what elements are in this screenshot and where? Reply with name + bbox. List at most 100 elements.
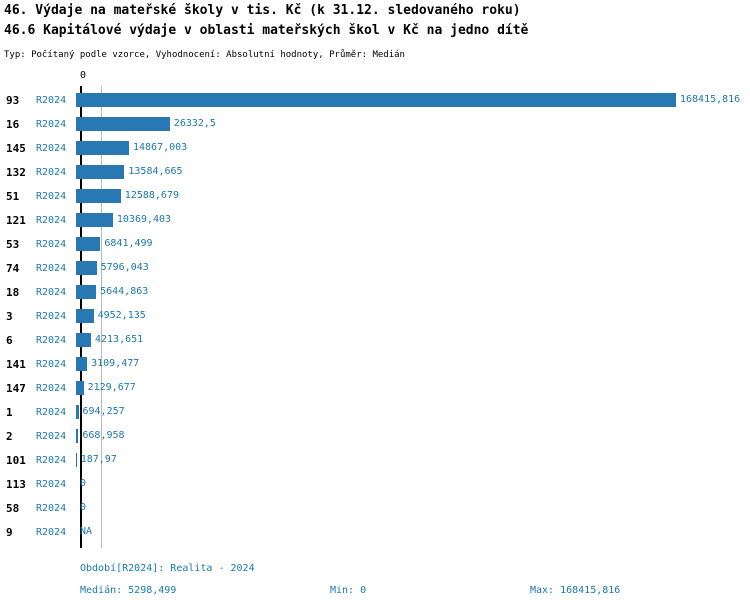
bar[interactable] — [76, 261, 97, 275]
row-period-link[interactable]: R2024 — [36, 118, 67, 130]
bar[interactable] — [76, 381, 84, 395]
bar-value-label: 4952,135 — [97, 310, 146, 321]
bar[interactable] — [76, 285, 97, 299]
bar-value-label: 187,97 — [80, 454, 117, 465]
chart-meta: Typ: Počítaný podle vzorce, Vyhodnocení:… — [4, 50, 405, 60]
median-line — [100, 86, 102, 548]
bar-value-label: 5644,863 — [100, 286, 149, 297]
row-id-label: 121 — [6, 213, 26, 227]
bar-row: 6 R2024 4213,651 — [0, 328, 750, 352]
row-period-link[interactable]: R2024 — [36, 382, 67, 394]
bar[interactable] — [76, 333, 91, 347]
row-period-link[interactable]: R2024 — [36, 142, 67, 154]
bar-value-label: 3109,477 — [91, 358, 140, 369]
row-id-label: 1 — [6, 405, 13, 419]
bar[interactable] — [76, 429, 79, 443]
bar-value-label: 168415,816 — [680, 94, 741, 105]
bar[interactable] — [76, 453, 77, 467]
row-period-link[interactable]: R2024 — [36, 454, 67, 466]
bar-value-label: 0 — [80, 502, 87, 513]
bar-value-label: 14867,003 — [133, 142, 188, 153]
row-period-link[interactable]: R2024 — [36, 94, 67, 106]
bar-row: 147 R2024 2129,677 — [0, 376, 750, 400]
row-id-label: 3 — [6, 309, 13, 323]
bar-row: 132 R2024 13584,665 — [0, 160, 750, 184]
bar-row: 145 R2024 14867,003 — [0, 136, 750, 160]
bar-row: 1 R2024 694,257 — [0, 400, 750, 424]
row-id-label: 18 — [6, 285, 20, 299]
row-id-label: 113 — [6, 477, 26, 491]
row-plot: 668,958 — [76, 424, 750, 448]
row-period-link[interactable]: R2024 — [36, 262, 67, 274]
row-plot: 26332,5 — [76, 112, 750, 136]
bar-row: 101 R2024 187,97 — [0, 448, 750, 472]
bar[interactable] — [76, 141, 129, 155]
row-plot: 0 — [76, 472, 750, 496]
bar[interactable] — [76, 165, 125, 179]
bar-value-label: 6841,499 — [104, 238, 153, 249]
bar-row: 51 R2024 12588,679 — [0, 184, 750, 208]
row-plot: 187,97 — [76, 448, 750, 472]
row-period-link[interactable]: R2024 — [36, 310, 67, 322]
row-id-label: 74 — [6, 261, 20, 275]
row-period-link[interactable]: R2024 — [36, 334, 67, 346]
row-period-link[interactable]: R2024 — [36, 238, 67, 250]
bar[interactable] — [76, 405, 79, 419]
bar[interactable] — [76, 237, 101, 251]
row-period-link[interactable]: R2024 — [36, 190, 67, 202]
bar-row: 113 R2024 0 — [0, 472, 750, 496]
bar-value-label: 12588,679 — [124, 190, 179, 201]
bar-row: 58 R2024 0 — [0, 496, 750, 520]
row-plot: 5644,863 — [76, 280, 750, 304]
row-id-label: 16 — [6, 117, 20, 131]
bar-row: 53 R2024 6841,499 — [0, 232, 750, 256]
row-id-label: 93 — [6, 93, 20, 107]
bar-row: 141 R2024 3109,477 — [0, 352, 750, 376]
row-id-label: 101 — [6, 453, 26, 467]
row-period-link[interactable]: R2024 — [36, 166, 67, 178]
row-id-label: 9 — [6, 525, 13, 539]
x-axis-zero-label: 0 — [80, 70, 87, 81]
row-plot: 694,257 — [76, 400, 750, 424]
bar-value-label: 0 — [80, 478, 87, 489]
max-label: Max: 168415,816 — [530, 585, 621, 596]
bar-value-label: 2129,677 — [87, 382, 136, 393]
row-period-link[interactable]: R2024 — [36, 406, 67, 418]
bar[interactable] — [76, 213, 113, 227]
row-period-link[interactable]: R2024 — [36, 214, 67, 226]
bar-row: 2 R2024 668,958 — [0, 424, 750, 448]
median-label: Medián: 5298,499 — [80, 585, 177, 596]
bar-rows-container: 93 R2024 168415,816 16 R2024 26332,5 145 R2024 1… — [0, 88, 750, 544]
chart-title: 46. Výdaje na mateřské školy v tis. Kč (… — [4, 3, 521, 18]
bar-value-label: NA — [80, 526, 93, 537]
row-period-link[interactable]: R2024 — [36, 286, 67, 298]
row-period-link[interactable]: R2024 — [36, 430, 67, 442]
row-plot: 5796,043 — [76, 256, 750, 280]
row-plot: 4213,651 — [76, 328, 750, 352]
row-plot: 13584,665 — [76, 160, 750, 184]
row-id-label: 132 — [6, 165, 26, 179]
row-plot: NA — [76, 520, 750, 544]
row-id-label: 6 — [6, 333, 13, 347]
chart-subtitle: 46.6 Kapitálové výdaje v oblasti mateřsk… — [4, 23, 529, 38]
row-period-link[interactable]: R2024 — [36, 358, 67, 370]
row-id-label: 58 — [6, 501, 20, 515]
row-plot: 14867,003 — [76, 136, 750, 160]
bar-row: 74 R2024 5796,043 — [0, 256, 750, 280]
bar-row: 18 R2024 5644,863 — [0, 280, 750, 304]
bar[interactable] — [76, 93, 676, 107]
row-plot: 12588,679 — [76, 184, 750, 208]
row-plot: 0 — [76, 496, 750, 520]
bar[interactable] — [76, 309, 94, 323]
row-period-link[interactable]: R2024 — [36, 526, 67, 538]
bar[interactable] — [76, 357, 88, 371]
period-label: Období[R2024]: Realita - 2024 — [80, 563, 255, 574]
bar-row: 93 R2024 168415,816 — [0, 88, 750, 112]
bar-row: 9 R2024 NA — [0, 520, 750, 544]
bar-row: 121 R2024 10369,403 — [0, 208, 750, 232]
row-period-link[interactable]: R2024 — [36, 502, 67, 514]
bar[interactable] — [76, 117, 170, 131]
bar[interactable] — [76, 189, 121, 203]
row-period-link[interactable]: R2024 — [36, 478, 67, 490]
